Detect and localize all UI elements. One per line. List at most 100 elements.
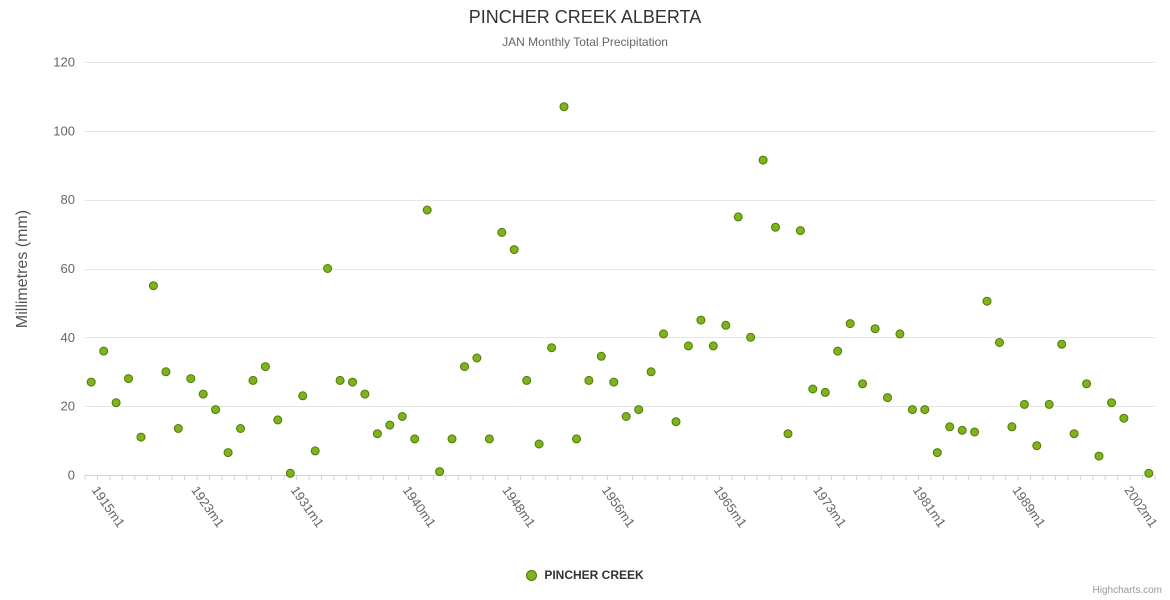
data-point[interactable]	[883, 393, 892, 403]
data-point[interactable]	[497, 227, 507, 237]
data-point[interactable]	[932, 448, 942, 458]
x-axis-tick-label: 2002m1	[1121, 483, 1160, 530]
data-point[interactable]	[223, 448, 233, 458]
data-point[interactable]	[397, 412, 407, 421]
data-point[interactable]	[771, 222, 780, 232]
data-point[interactable]	[173, 424, 183, 433]
data-point[interactable]	[659, 329, 668, 339]
data-point[interactable]	[858, 379, 868, 389]
data-point[interactable]	[86, 377, 96, 387]
data-point[interactable]	[186, 374, 196, 384]
data-point[interactable]	[460, 362, 469, 372]
data-point[interactable]	[982, 296, 992, 306]
data-point[interactable]	[646, 367, 656, 377]
data-point[interactable]	[995, 338, 1004, 347]
data-point[interactable]	[285, 468, 295, 478]
x-axis-tick-label: 1940m1	[400, 483, 439, 530]
chart-subtitle: JAN Monthly Total Precipitation	[502, 35, 668, 49]
data-point[interactable]	[410, 434, 420, 444]
data-point[interactable]	[808, 384, 818, 394]
data-point[interactable]	[148, 281, 158, 291]
data-point[interactable]	[124, 374, 133, 384]
data-point[interactable]	[472, 353, 482, 363]
data-point[interactable]	[1144, 468, 1154, 478]
data-point[interactable]	[522, 375, 532, 385]
data-point[interactable]	[1119, 413, 1129, 423]
data-point[interactable]	[385, 420, 395, 430]
data-point[interactable]	[783, 429, 793, 439]
data-point[interactable]	[422, 205, 432, 215]
x-axis-tick-label: 1973m1	[810, 483, 849, 530]
x-axis-tick-label: 1931m1	[288, 483, 327, 530]
x-axis-tick-label: 1915m1	[89, 483, 128, 530]
data-point[interactable]	[945, 422, 955, 432]
data-point[interactable]	[1057, 339, 1067, 349]
highcharts-credits-link[interactable]: Highcharts.com	[1092, 585, 1162, 596]
data-point[interactable]	[260, 362, 270, 372]
data-point[interactable]	[820, 387, 830, 397]
data-point[interactable]	[99, 346, 109, 356]
data-point[interactable]	[1032, 441, 1042, 451]
data-point[interactable]	[248, 375, 258, 385]
data-point[interactable]	[708, 341, 718, 351]
y-axis-tick-label: 80	[61, 192, 75, 207]
data-point[interactable]	[1069, 429, 1079, 439]
y-axis-tick-label: 120	[53, 55, 75, 70]
data-point[interactable]	[435, 467, 445, 477]
data-point[interactable]	[683, 341, 693, 351]
data-point[interactable]	[447, 434, 457, 444]
data-point[interactable]	[1082, 379, 1092, 389]
data-point[interactable]	[1044, 399, 1054, 409]
legend-item[interactable]: PINCHER CREEK	[0, 568, 1170, 582]
data-point[interactable]	[1107, 398, 1116, 408]
data-point[interactable]	[671, 417, 681, 427]
data-point[interactable]	[572, 434, 581, 444]
data-point[interactable]	[198, 389, 208, 399]
data-point[interactable]	[609, 377, 619, 387]
data-point[interactable]	[907, 405, 917, 415]
data-point[interactable]	[372, 429, 382, 439]
data-point[interactable]	[1019, 399, 1029, 409]
data-point[interactable]	[136, 432, 146, 442]
chart-title: PINCHER CREEK ALBERTA	[468, 7, 702, 27]
data-point[interactable]	[957, 425, 967, 435]
data-point[interactable]	[534, 439, 544, 449]
data-point[interactable]	[161, 367, 171, 377]
data-point[interactable]	[746, 332, 756, 342]
data-point[interactable]	[758, 155, 768, 165]
data-point[interactable]	[111, 398, 121, 408]
data-point[interactable]	[348, 377, 357, 387]
data-point[interactable]	[833, 346, 843, 356]
data-point[interactable]	[920, 405, 930, 415]
data-point[interactable]	[1007, 422, 1017, 432]
data-point[interactable]	[484, 434, 494, 444]
data-point[interactable]	[970, 427, 980, 437]
data-point[interactable]	[547, 343, 557, 353]
y-axis-tick-label: 60	[61, 261, 75, 276]
legend-series-label: PINCHER CREEK	[544, 568, 644, 582]
data-point[interactable]	[596, 351, 606, 361]
data-point[interactable]	[621, 412, 631, 421]
data-point[interactable]	[845, 319, 855, 329]
data-point[interactable]	[273, 415, 283, 425]
data-point[interactable]	[323, 264, 333, 273]
data-point[interactable]	[733, 212, 743, 222]
data-point[interactable]	[795, 226, 805, 236]
data-point[interactable]	[696, 315, 706, 325]
data-point[interactable]	[509, 245, 519, 255]
data-point[interactable]	[211, 405, 221, 415]
data-point[interactable]	[360, 389, 370, 399]
data-point[interactable]	[634, 405, 644, 415]
data-point[interactable]	[298, 391, 308, 401]
data-point[interactable]	[310, 446, 320, 456]
data-point[interactable]	[236, 424, 245, 433]
data-point[interactable]	[584, 375, 594, 385]
data-point[interactable]	[721, 320, 731, 330]
data-point[interactable]	[870, 324, 880, 334]
y-axis-tick-label: 0	[68, 468, 75, 483]
data-point[interactable]	[559, 102, 569, 112]
data-point[interactable]	[335, 375, 345, 385]
data-point[interactable]	[1094, 451, 1104, 461]
data-point[interactable]	[895, 329, 905, 339]
